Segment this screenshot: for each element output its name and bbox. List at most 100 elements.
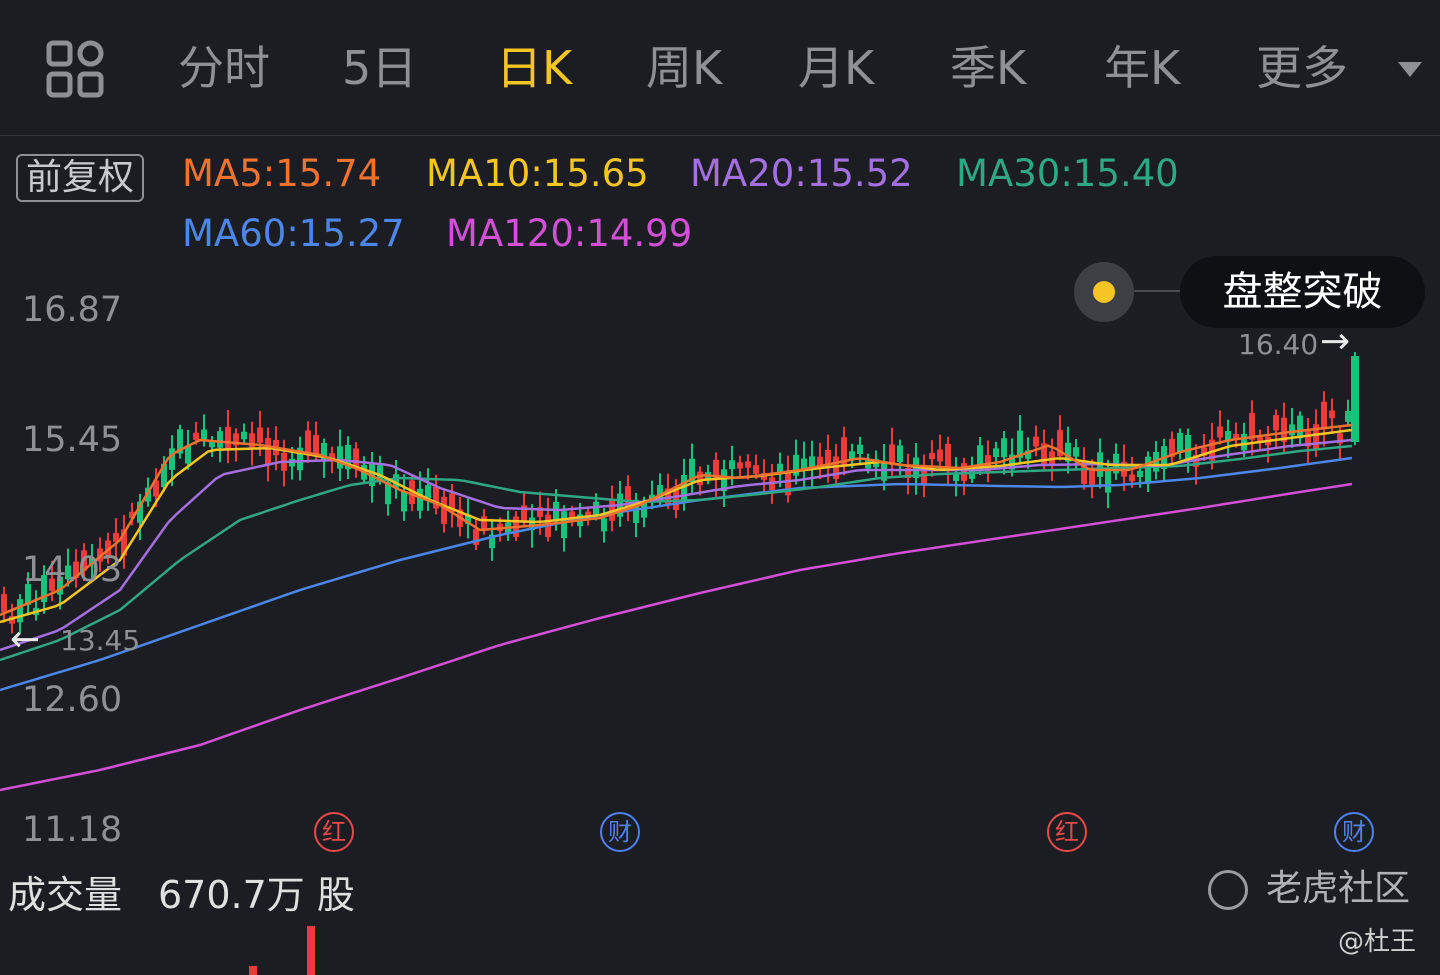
candle-body	[225, 426, 231, 450]
ma120-label: MA120:14.99	[446, 212, 693, 255]
candle-body	[1129, 474, 1135, 482]
caret-down-icon[interactable]	[1398, 62, 1422, 77]
candle-body	[25, 584, 31, 605]
candle-body	[249, 433, 255, 449]
adjust-mode-button[interactable]: 前复权	[16, 154, 145, 202]
candle-body	[809, 456, 815, 470]
volume-bar	[249, 966, 257, 975]
candle-body	[1041, 443, 1047, 467]
signal-marker[interactable]	[1074, 262, 1134, 322]
candle-body	[1001, 438, 1007, 458]
candle-body	[1025, 450, 1031, 459]
candle-body	[681, 474, 687, 501]
y-tick-label: 11.18	[22, 810, 123, 850]
candle-body	[801, 458, 807, 471]
candle-body	[1273, 414, 1279, 431]
candle-body	[1209, 439, 1215, 461]
candle-body	[1, 594, 7, 613]
candle-body	[57, 576, 63, 595]
candle-body	[1049, 451, 1055, 464]
arrow-right-icon: →	[1320, 321, 1351, 362]
candle-body	[257, 427, 263, 443]
tab-5day[interactable]: 5日	[342, 41, 418, 95]
candle-body	[81, 550, 87, 571]
candle-body	[129, 511, 135, 519]
candle-body	[65, 565, 71, 580]
candle-body	[1137, 470, 1143, 478]
grid-menu-icon[interactable]	[46, 40, 104, 98]
candle-body	[1225, 430, 1231, 442]
candle-body	[849, 451, 855, 461]
tiger-logo-icon	[1208, 870, 1248, 910]
candle-body	[417, 488, 423, 511]
y-tick-label: 15.45	[22, 420, 123, 460]
candle-body	[1033, 436, 1039, 447]
tab-yearly-k[interactable]: 年K	[1104, 41, 1181, 95]
volume-title: 成交量	[8, 873, 123, 917]
candle-body	[529, 517, 535, 531]
candle-body	[1009, 454, 1015, 470]
candle-body	[1289, 424, 1295, 436]
candle-body	[297, 447, 303, 471]
candle-body	[241, 431, 247, 440]
candle-body	[1337, 433, 1343, 444]
candle-body	[89, 557, 95, 565]
candle-body	[929, 453, 935, 460]
candle-body	[1081, 460, 1087, 484]
candle-body	[593, 501, 599, 516]
tab-intraday[interactable]: 分时	[178, 41, 270, 95]
candle-body	[209, 441, 215, 448]
candle-body	[641, 501, 647, 518]
candle-body	[673, 486, 679, 510]
ma10-line	[0, 428, 1353, 624]
candle-body	[737, 462, 743, 469]
candle-body	[113, 532, 119, 542]
tab-monthly-k[interactable]: 月K	[798, 41, 875, 95]
event-marker-red[interactable]: 红	[1047, 812, 1087, 852]
candle-body	[393, 474, 399, 488]
candle-body	[969, 469, 975, 479]
ma5-label: MA5:15.74	[182, 152, 382, 195]
candle-body	[1089, 469, 1095, 487]
candle-body	[345, 445, 351, 470]
candle-body	[201, 429, 207, 441]
event-marker-earnings[interactable]: 财	[600, 812, 640, 852]
candle-body	[49, 578, 55, 591]
event-marker-red[interactable]: 红	[314, 812, 354, 852]
candle-body	[561, 511, 567, 539]
ma5-line	[0, 423, 1353, 617]
candle-body	[1321, 401, 1327, 430]
candle-body	[1169, 439, 1175, 457]
candle-body	[449, 493, 455, 512]
tab-quarterly-k[interactable]: 季K	[950, 41, 1027, 95]
candle-body	[305, 430, 311, 453]
candle-body	[473, 529, 479, 545]
candle-body	[793, 454, 799, 476]
tab-daily-k[interactable]: 日K	[496, 41, 573, 95]
candle-body	[1217, 426, 1223, 438]
candle-body	[945, 443, 951, 471]
tab-more[interactable]: 更多	[1256, 41, 1348, 95]
candle-body	[1145, 456, 1151, 484]
candle-body	[265, 437, 271, 464]
candle-body	[17, 599, 23, 623]
candle-body	[1185, 435, 1191, 463]
candle-body	[729, 460, 735, 470]
candle-body	[553, 501, 559, 522]
candle-body	[953, 472, 959, 482]
candle-body	[817, 456, 823, 468]
candle-body	[1057, 429, 1063, 457]
candle-body	[897, 445, 903, 463]
candlestick-chart[interactable]	[0, 250, 1440, 850]
candle-body	[857, 444, 863, 454]
candle-body	[905, 467, 911, 479]
event-marker-earnings[interactable]: 财	[1334, 812, 1374, 852]
candle-body	[1281, 417, 1287, 442]
signal-badge[interactable]: 盘整突破	[1180, 256, 1425, 328]
candle-body	[73, 561, 79, 578]
tab-weekly-k[interactable]: 周K	[646, 41, 723, 95]
period-tab-bar: 分时 5日 日K 周K 月K 季K 年K 更多	[0, 0, 1440, 136]
candle-body	[233, 433, 239, 446]
candle-body	[1065, 442, 1071, 462]
arrow-left-icon: ←	[10, 619, 41, 660]
